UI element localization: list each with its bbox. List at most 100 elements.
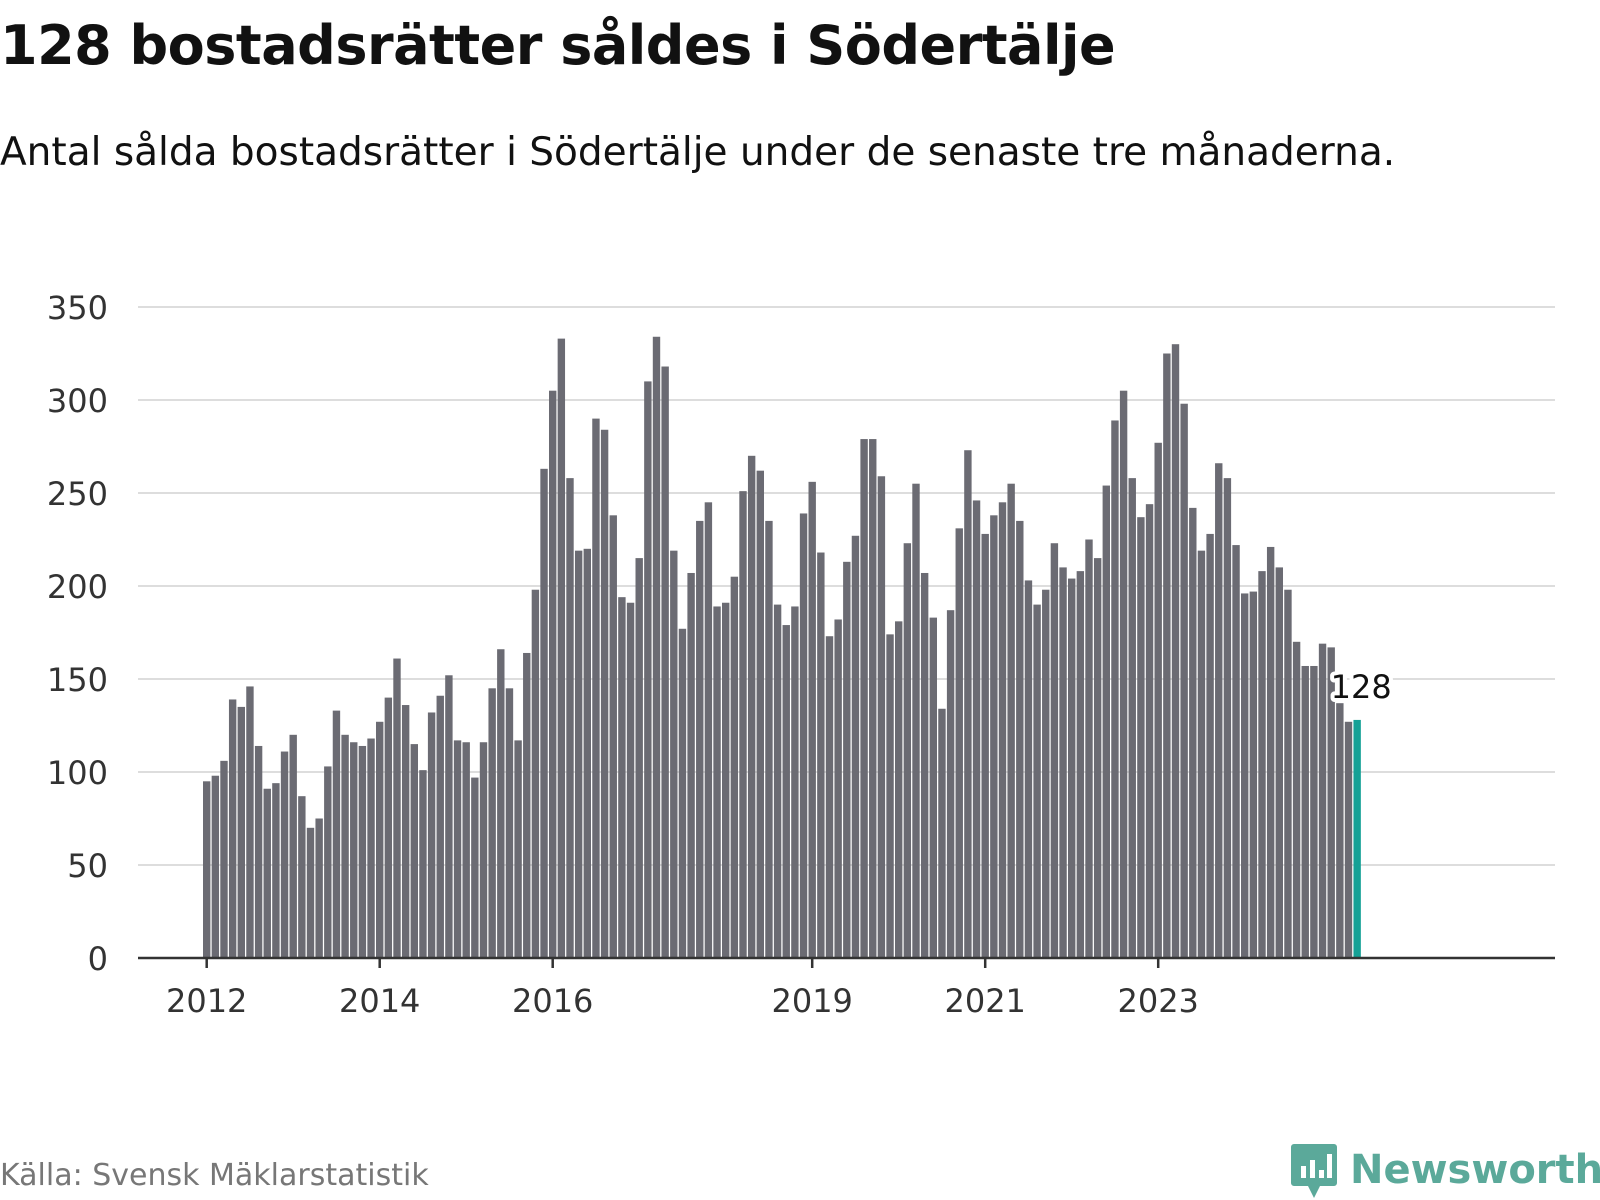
bar: [1128, 478, 1136, 958]
bar: [964, 450, 972, 958]
bar: [1344, 721, 1353, 958]
bar: [1111, 420, 1119, 959]
bar: [1232, 545, 1240, 958]
bar: [600, 429, 609, 958]
bar: [289, 734, 297, 958]
bar: [272, 783, 280, 958]
bar: [1076, 571, 1085, 958]
bar: [808, 481, 816, 958]
y-tick-label: 250: [47, 475, 108, 513]
bar: [860, 439, 868, 958]
bar: [1206, 533, 1214, 958]
bar: [211, 775, 220, 958]
bar: [324, 766, 332, 958]
bar: [350, 742, 358, 958]
brand-name: Newsworthy: [1350, 1147, 1600, 1193]
bar: [427, 712, 436, 958]
bar: [886, 634, 894, 958]
bar: [315, 818, 323, 958]
bar: [436, 695, 444, 958]
bar: [410, 744, 418, 958]
bar: [583, 548, 591, 958]
x-tick-label: 2019: [771, 982, 852, 1020]
bar: [523, 652, 531, 958]
bar: [540, 468, 548, 958]
bar: [1241, 593, 1249, 958]
bar: [1163, 353, 1171, 958]
bar: [497, 649, 505, 958]
bar: [773, 604, 782, 958]
bar: [1336, 703, 1344, 958]
chart-title: 128 bostadsrätter såldes i Södertälje: [0, 14, 1116, 77]
y-tick-label: 200: [47, 568, 108, 606]
x-axis-ticks: 2012 2014 2016 2019 2021 2023: [166, 958, 1199, 1020]
bar: [609, 515, 617, 958]
bar: [765, 520, 773, 958]
bar: [981, 533, 989, 958]
bar: [730, 576, 739, 958]
bar: [782, 625, 790, 958]
brand-logo[interactable]: Newsworthy: [1290, 1140, 1600, 1200]
bar: [704, 502, 713, 958]
bar: [566, 478, 574, 958]
bar: [644, 381, 652, 958]
bar: [298, 796, 306, 958]
bar: [869, 439, 877, 958]
y-tick-label: 50: [67, 847, 108, 885]
bar: [817, 552, 825, 958]
bar-highlight: [1353, 719, 1361, 958]
bar: [652, 336, 661, 958]
bar: [687, 572, 695, 958]
bar: [851, 535, 860, 958]
bar: [1145, 504, 1154, 958]
bar: [1318, 643, 1327, 958]
bar: [946, 610, 955, 958]
bar: [1050, 543, 1059, 958]
bar: [696, 520, 704, 958]
bar: [739, 491, 747, 958]
bar: [998, 502, 1007, 958]
bar: [791, 606, 799, 958]
bar: [747, 455, 756, 958]
bar: [1059, 567, 1067, 958]
y-tick-label: 350: [47, 289, 108, 327]
bar: [445, 675, 453, 958]
bar: [678, 628, 687, 958]
bar: [1007, 483, 1015, 958]
bar: [367, 738, 375, 958]
bar: [722, 602, 730, 958]
bar: [228, 699, 237, 958]
bar: [895, 621, 903, 958]
bar: [1016, 520, 1024, 958]
bar: [1085, 539, 1093, 958]
bar: [1119, 390, 1128, 958]
bar: [384, 697, 393, 958]
bar: [1171, 344, 1180, 958]
bar: [488, 688, 496, 958]
y-axis-ticks: 0 50 100 150 200 250 300 350: [47, 289, 108, 978]
y-tick-label: 0: [88, 940, 108, 978]
bar: [341, 734, 349, 958]
bar: [1275, 567, 1283, 958]
x-tick-label: 2012: [166, 982, 247, 1020]
bar: [462, 742, 470, 958]
bar: [393, 658, 401, 958]
bar: [1102, 485, 1110, 958]
bar: [1154, 442, 1162, 958]
bar: [1189, 507, 1197, 958]
bar: [635, 558, 643, 958]
x-tick-label: 2014: [339, 982, 420, 1020]
bar: [713, 606, 721, 958]
bar: [306, 827, 315, 958]
bar: [825, 636, 834, 958]
bar: [1249, 591, 1258, 958]
bar: [592, 418, 600, 959]
bar: [453, 740, 462, 958]
bar: [834, 619, 842, 958]
bar: [505, 688, 514, 958]
bar: [531, 589, 540, 958]
bar: [254, 745, 263, 958]
highlight-value-label: 128: [1331, 668, 1392, 706]
bar: [1215, 463, 1223, 958]
